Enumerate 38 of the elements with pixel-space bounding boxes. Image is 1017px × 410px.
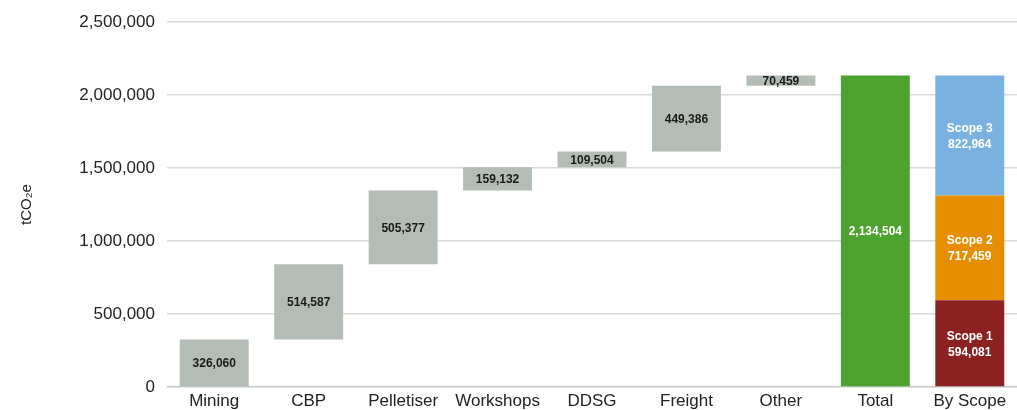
data-label: 2,134,504 [848,224,903,239]
data-label: 109,504 [570,152,615,167]
y-tick-label: 2,500,000 [79,11,155,31]
bar [651,85,721,152]
y-tick-label: 1,000,000 [79,230,155,250]
y-axis-title: tCO₂e [17,184,35,226]
bar [935,195,1005,301]
data-label: 594,081 [948,344,992,359]
y-tick-label: 2,000,000 [79,84,155,104]
data-label: 505,377 [381,220,426,235]
series-label: Scope 1 [946,328,994,343]
x-tick-label: Workshops [455,390,540,410]
data-label: 514,587 [286,295,331,310]
bar [840,75,910,387]
bar [274,264,344,340]
bar [368,190,438,265]
x-tick-label: DDSG [567,390,617,410]
data-label: 717,459 [948,249,992,264]
data-label: 822,964 [948,136,992,151]
y-tick-label: 1,500,000 [79,157,155,177]
bar [935,75,1005,196]
series-label: Scope 2 [946,233,994,248]
y-tick-label: 0 [145,376,155,396]
x-tick-label: Pelletiser [368,390,439,410]
data-label: 449,386 [664,111,709,126]
data-label: 326,060 [192,356,237,371]
series-label: Scope 3 [946,120,994,135]
y-tick-label: 500,000 [93,303,155,323]
data-label: 70,459 [762,73,800,88]
data-label: 159,132 [475,172,520,187]
x-tick-label: Freight [659,390,714,410]
bar [935,300,1005,387]
x-tick-label: CBP [291,390,327,410]
bar [179,339,249,387]
x-tick-label: Other [759,390,803,410]
x-tick-label: Total [857,390,894,410]
x-tick-label: Mining [189,390,240,410]
x-tick-label: By Scope [933,390,1007,410]
